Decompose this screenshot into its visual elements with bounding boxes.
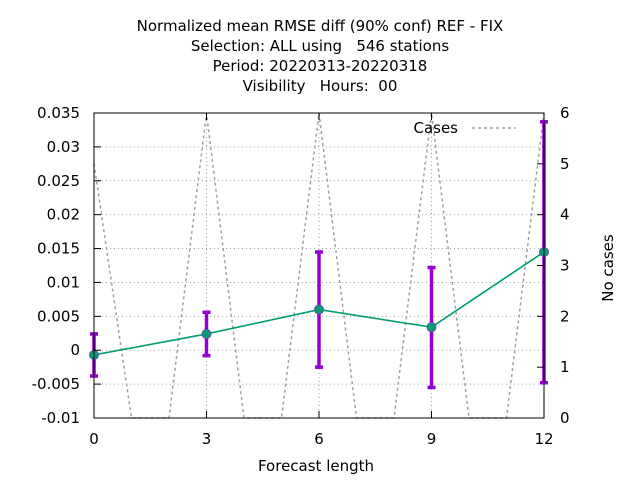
y-tick-label: 0 — [70, 341, 80, 359]
y2-tick-label: 4 — [560, 206, 570, 224]
y2-tick-label: 5 — [560, 155, 570, 173]
y2-tick-label: 2 — [560, 307, 570, 325]
y-tick-label: 0.025 — [37, 172, 80, 190]
title-line-2: Selection: ALL using 546 stations — [190, 37, 450, 55]
y-tick-label: 0.01 — [47, 273, 80, 291]
y-tick-label: -0.01 — [41, 409, 80, 427]
y2-tick-label: 3 — [560, 257, 570, 275]
x-tick-label: 9 — [427, 430, 437, 448]
axis-ticks: -0.01 -0.005 0 0.005 0.01 0.015 0.02 0.025 0.03 0… — [32, 104, 570, 448]
y2-tick-label: 1 — [560, 358, 570, 376]
title-line-3: Period: 20220313-20220318 — [212, 57, 428, 75]
title-line-1: Normalized mean RMSE diff (90% conf) REF… — [136, 17, 504, 35]
y-tick-label: 0.02 — [47, 206, 80, 224]
y2-tick-label: 6 — [560, 104, 570, 122]
legend: Cases — [413, 119, 516, 137]
y-tick-label: 0.015 — [37, 240, 80, 258]
y-tick-label: 0.005 — [37, 307, 80, 325]
legend-label-cases: Cases — [413, 119, 458, 137]
y2-tick-label: 0 — [560, 409, 570, 427]
y-tick-label: -0.005 — [32, 375, 80, 393]
x-tick-label: 6 — [314, 430, 324, 448]
data-point — [426, 322, 437, 333]
data-point — [314, 304, 324, 315]
y-tick-label: 0.03 — [47, 138, 80, 156]
title-line-4: Visibility Hours: 00 — [242, 77, 398, 95]
x-tick-label: 0 — [89, 430, 99, 448]
x-tick-label: 3 — [202, 430, 212, 448]
data-point — [201, 328, 212, 339]
y-tick-label: 0.035 — [37, 104, 80, 122]
y2-axis-label: No cases — [599, 234, 617, 302]
x-tick-label: 12 — [534, 430, 553, 448]
x-axis-label: Forecast length — [258, 457, 374, 475]
